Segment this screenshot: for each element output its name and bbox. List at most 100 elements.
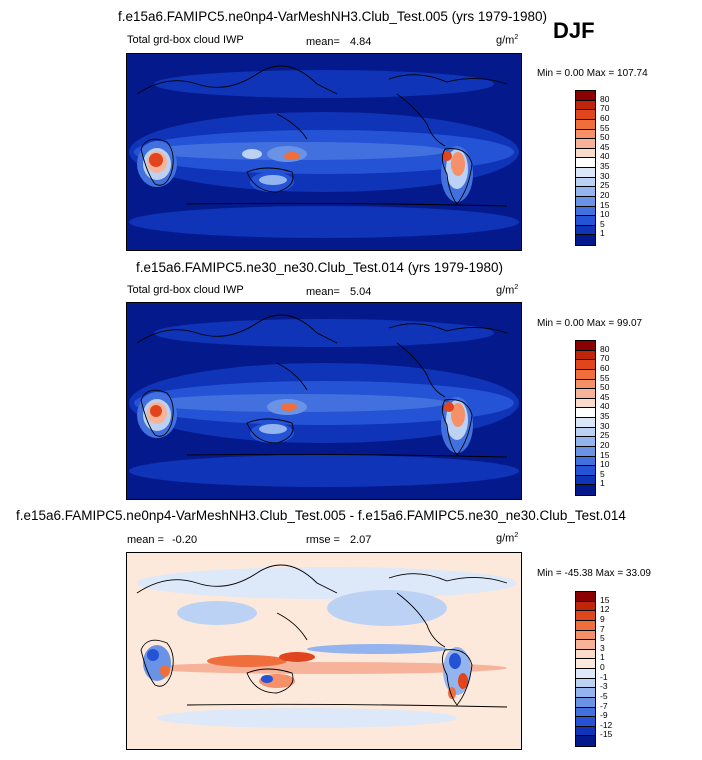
colorbar-tick-label: 30 [600,170,610,181]
colorbar-swatch [576,697,595,708]
colorbar-swatch [576,139,595,149]
colorbar-tick-label: -5 [600,690,608,701]
colorbar-swatch [576,369,595,380]
colorbar-tick-label: 35 [600,411,610,421]
colorbar-tick-label: 50 [600,382,610,393]
colorbar-tick-label: 45 [600,141,610,152]
colorbar-tick-label: -12 [600,719,613,730]
colorbar-tick-label: -7 [600,700,608,711]
colorbar-tick-label: 0 [600,662,605,672]
colorbar-tick-label: 15 [600,594,610,605]
colorbar-swatch [576,475,595,486]
colorbar-swatch [576,466,595,476]
colorbar-tick-label: 5 [600,633,605,644]
panel-3-colorbar [575,591,596,747]
colorbar-swatch [576,168,595,178]
colorbar-tick-label: 55 [600,122,610,133]
colorbar-swatch [576,649,595,660]
colorbar-swatch [576,446,595,457]
colorbar-swatch [576,485,595,495]
panel-2-colorbar-ticks: 80 70 60 55 50 45 40 35 30 25 20 15 10 5 1 [600,340,640,494]
colorbar-tick-label: 15 [600,449,610,460]
colorbar-tick-label: 5 [600,218,605,229]
colorbar-swatch [576,717,595,727]
colorbar-swatch [576,418,595,428]
colorbar-tick-label: 25 [600,430,610,441]
colorbar-swatch [576,148,595,159]
colorbar-tick-label: 10 [600,459,610,470]
colorbar-swatch [576,659,595,669]
colorbar-tick-label: 70 [600,103,610,114]
colorbar-swatch [576,640,595,650]
panel-3-rmse-label: rmse = [306,534,340,546]
panel-3-units: g/m2 [496,532,519,545]
colorbar-swatch [576,177,595,188]
colorbar-swatch [576,736,595,746]
colorbar-tick-label: -3 [600,681,608,692]
colorbar-tick-label: 12 [600,604,610,615]
colorbar-tick-label: 60 [600,112,610,123]
colorbar-tick-label: 30 [600,420,610,431]
colorbar-tick-label: 3 [600,642,605,653]
colorbar-tick-label: 35 [600,161,610,171]
colorbar-tick-label: 70 [600,353,610,364]
colorbar-swatch [576,611,595,621]
colorbar-swatch [576,341,595,351]
panel-3-title: f.e15a6.FAMIPC5.ne0np4-VarMeshNH3.Club_T… [16,508,626,523]
colorbar-swatch [576,427,595,438]
colorbar-swatch [576,408,595,418]
colorbar-swatch [576,235,595,245]
colorbar-tick-label: 45 [600,391,610,402]
panel-3-rmse-value: 2.07 [350,534,372,546]
colorbar-swatch [576,592,595,602]
colorbar-swatch [576,119,595,130]
panel-1-variable: Total grd-box cloud IWP [127,34,244,46]
colorbar-tick-label: 60 [600,362,610,373]
panel-3-mean-label: mean = [127,534,164,546]
colorbar-tick-label: 7 [600,623,605,634]
colorbar-swatch [576,350,595,361]
colorbar-swatch [576,707,595,718]
colorbar-tick-label: 80 [600,93,610,104]
colorbar-swatch [576,187,595,197]
colorbar-tick-label: 40 [600,401,610,412]
panel-2-map [126,302,522,500]
colorbar-swatch [576,110,595,120]
panel-1-colorbar-ticks: 80 70 60 55 50 45 40 35 30 25 20 15 10 5 1 [600,90,640,244]
panel-2-mean-label: mean= [306,286,340,298]
colorbar-swatch [576,630,595,641]
colorbar-swatch [576,129,595,140]
colorbar-swatch [576,456,595,467]
colorbar-tick-label: 1 [600,652,605,663]
colorbar-swatch [576,620,595,631]
colorbar-swatch [576,726,595,737]
colorbar-swatch [576,678,595,689]
panel-3-minmax: Min = -45.38 Max = 33.09 [537,568,651,579]
colorbar-tick-label: 25 [600,180,610,191]
panel-3-colorbar-ticks: 15 12 9 7 5 3 1 0 -1 -3 -5 -7 -9 -12 -15 [600,591,640,745]
colorbar-swatch [576,225,595,236]
colorbar-swatch [576,158,595,168]
colorbar-swatch [576,389,595,399]
colorbar-tick-label: -9 [600,710,608,721]
colorbar-tick-label: 5 [600,468,605,479]
colorbar-tick-label: -15 [600,729,613,740]
colorbar-swatch [576,437,595,447]
panel-1-title: f.e15a6.FAMIPC5.ne0np4-VarMeshNH3.Club_T… [118,9,547,24]
colorbar-swatch [576,398,595,409]
colorbar-swatch [576,379,595,390]
colorbar-swatch [576,669,595,679]
colorbar-tick-label: 1 [600,478,605,489]
panel-2-title: f.e15a6.FAMIPC5.ne30_ne30.Club_Test.014 … [136,260,503,275]
colorbar-tick-label: 40 [600,151,610,162]
panel-2-minmax: Min = 0.00 Max = 99.07 [537,318,643,329]
colorbar-tick-label: -1 [600,671,608,682]
panel-1-mean-value: 4.84 [350,36,372,48]
panel-1-map [126,53,522,251]
colorbar-swatch [576,100,595,111]
panel-1-units: g/m2 [496,34,519,47]
colorbar-tick-label: 20 [600,189,610,200]
panel-2-mean-value: 5.04 [350,286,372,298]
colorbar-swatch [576,91,595,101]
colorbar-tick-label: 15 [600,199,610,210]
